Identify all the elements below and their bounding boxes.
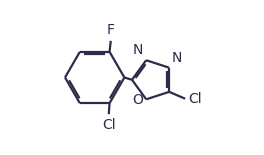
Text: Cl: Cl: [102, 117, 116, 131]
Text: O: O: [133, 93, 143, 107]
Text: N: N: [172, 51, 182, 65]
Text: N: N: [133, 44, 143, 58]
Text: F: F: [107, 24, 115, 38]
Text: Cl: Cl: [188, 92, 202, 106]
